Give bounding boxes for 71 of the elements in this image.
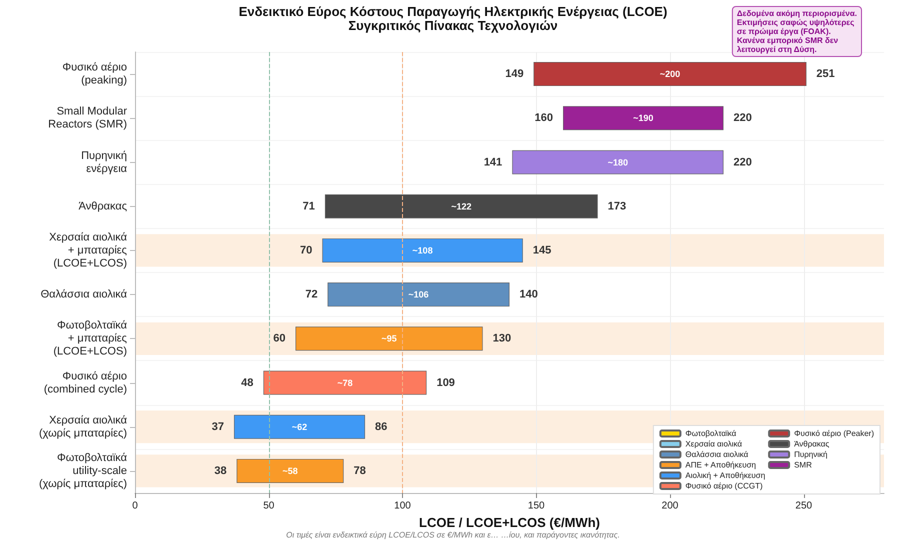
x-tick-label: 150	[528, 500, 546, 512]
annotation: 38	[214, 464, 227, 477]
annotation: 130	[492, 332, 512, 345]
x-tick-label: 100	[394, 500, 412, 512]
text: ~62	[292, 422, 308, 432]
annotation: 109	[436, 376, 455, 389]
chart-subtitle: Συγκριτικός Πίνακας Τεχνολογιών	[348, 18, 558, 33]
bar	[512, 150, 724, 174]
legend-label: Θαλάσσια αιολικά	[685, 450, 749, 459]
annotation: 220	[734, 112, 752, 124]
bar	[322, 238, 523, 262]
legend-label: Φωτοβολταϊκά	[685, 429, 737, 438]
bar	[234, 414, 366, 439]
annotation: 48	[241, 376, 254, 389]
bar	[324, 194, 598, 218]
annotation: 71	[302, 200, 315, 212]
annotation: 141	[484, 156, 502, 168]
annotation: 173	[608, 200, 626, 212]
annotation: 251	[816, 68, 835, 80]
x-axis-title: LCOE / LCOE+LCOS (€/MWh)	[419, 514, 600, 530]
text: ~180	[608, 157, 628, 168]
annotation: 140	[520, 288, 538, 301]
text: ~108	[412, 245, 433, 256]
bar	[563, 106, 724, 130]
bar	[328, 282, 510, 307]
annotation: 37	[212, 420, 224, 433]
y-tick-label: Φωτοβολταϊκά utility-scale (χωρίς μπαταρίες)	[38, 452, 128, 490]
legend-label: Φυσικό αέριο (Peaker)	[794, 429, 874, 438]
y-tick-label: Θαλάσσια αιολικά	[40, 288, 128, 301]
bar	[296, 326, 483, 351]
legend-label: Άνθρακας	[794, 440, 830, 448]
chart-title: Ενδεικτικό Εύρος Κόστους Παραγωγής Ηλεκτρικής Ενέργειας (LCOE)	[238, 4, 668, 19]
y-tick-label: Χερσαία αιολικά (χωρίς μπαταρίες)	[38, 414, 128, 440]
x-tick-label: 250	[795, 500, 813, 512]
annotation: 149	[505, 68, 524, 80]
y-tick-label: Χερσαία αιολικά + μπαταρίες (LCOE+LCOS)	[49, 231, 128, 270]
x-tick-label: 200	[662, 500, 679, 512]
text: ~95	[381, 334, 397, 344]
text: ~78	[337, 378, 353, 388]
bar	[534, 62, 806, 86]
y-tick-label: Φωτοβολταϊκά + μπαταρίες (LCOE+LCOS)	[53, 320, 128, 358]
annotation: 78	[354, 464, 366, 477]
annotation: 220	[734, 156, 752, 168]
text: ~190	[633, 113, 654, 124]
bar	[263, 370, 427, 395]
legend-label: Χερσαία αιολικά	[685, 440, 742, 448]
bar	[236, 458, 344, 483]
annotation: 60	[273, 332, 286, 345]
x-tick-label: 0	[132, 500, 138, 512]
annotation: 160	[534, 112, 553, 124]
x-tick-label: 50	[263, 500, 275, 512]
annotation: 145	[532, 244, 552, 256]
text: ~106	[408, 290, 429, 300]
text: ~58	[282, 466, 298, 476]
y-tick-label: Άνθρακας	[78, 200, 127, 212]
annotation: Δεδομένα ακόμη περιορισμένα. Εκτιμήσεις σαφώς υψηλότερες σε πρώιμα έργα (FOAK). Κανένα εμπορικό SMR δεν λειτουργεί στη Δύση.	[736, 9, 858, 54]
annotation: 86	[375, 420, 388, 433]
text: Οι τιμές είναι ενδεικτικά εύρη LCOE/LCOS σε €/MWh και ε… …ίου, και παράγοντες ικανότητας.	[286, 530, 620, 540]
y-tick-label: Small Modular Reactors (SMR)	[48, 106, 128, 131]
legend-label: Αιολική + Αποθήκευση	[685, 471, 766, 480]
legend-label: SMR	[794, 460, 812, 470]
text: ~122	[451, 201, 472, 212]
y-tick-label: Φυσικό αέριο (combined cycle)	[44, 370, 127, 396]
legend-label: Φυσικό αέριο (CCGT)	[685, 482, 763, 490]
y-tick-label: Πυρηνική ενέργεια	[81, 150, 128, 175]
legend-label: ΑΠΕ + Αποθήκευση	[685, 460, 756, 470]
y-tick-label: Φυσικό αέριο (peaking)	[62, 62, 127, 87]
annotation: 70	[300, 244, 312, 256]
legend-label: Πυρηνική	[794, 450, 828, 459]
text: ~200	[660, 69, 680, 80]
annotation: 72	[305, 288, 318, 301]
